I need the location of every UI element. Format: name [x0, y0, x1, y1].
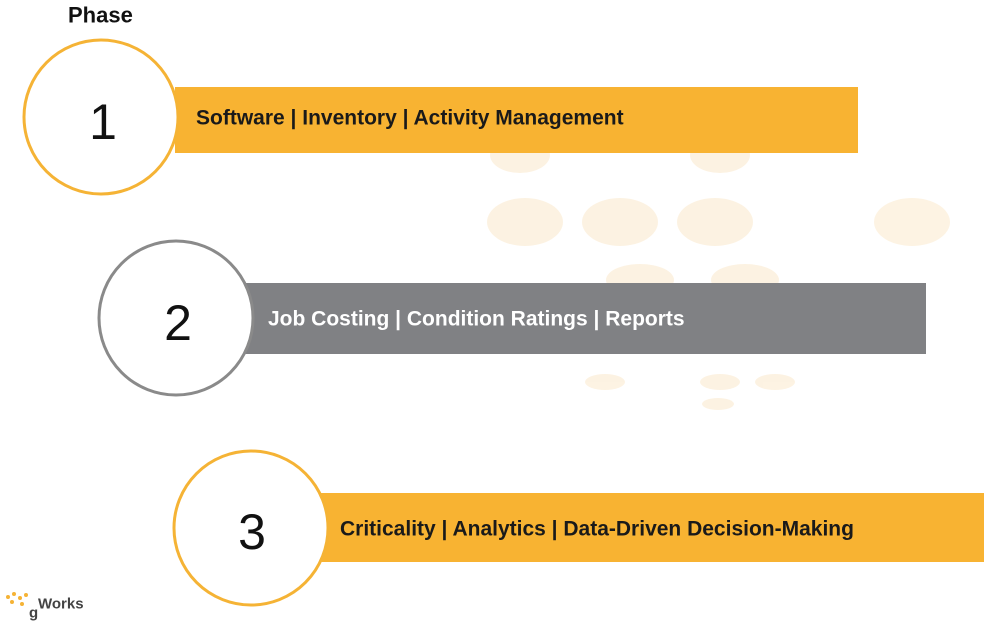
- header-title: Phase: [68, 3, 133, 28]
- phase-label: Software | Inventory | Activity Manageme…: [196, 107, 624, 130]
- phase-circle: [172, 449, 330, 607]
- phase-circle: [97, 239, 255, 397]
- phase-number: 2: [164, 295, 192, 351]
- watermark: [487, 137, 950, 410]
- phase-circle: [22, 38, 180, 196]
- phase-label: Criticality | Analytics | Data-Driven De…: [340, 518, 854, 541]
- logo-icon: [6, 592, 28, 606]
- phase-bar: [320, 493, 984, 562]
- logo-text: Works: [38, 596, 84, 613]
- logo: g Works: [6, 592, 84, 622]
- phase-bar: [175, 87, 858, 153]
- logo-mark: g: [29, 605, 38, 622]
- phase-label: Job Costing | Condition Ratings | Report…: [268, 308, 685, 331]
- phase-number: 1: [89, 94, 117, 150]
- phase-number: 3: [238, 504, 266, 560]
- phase-bar: [245, 283, 926, 354]
